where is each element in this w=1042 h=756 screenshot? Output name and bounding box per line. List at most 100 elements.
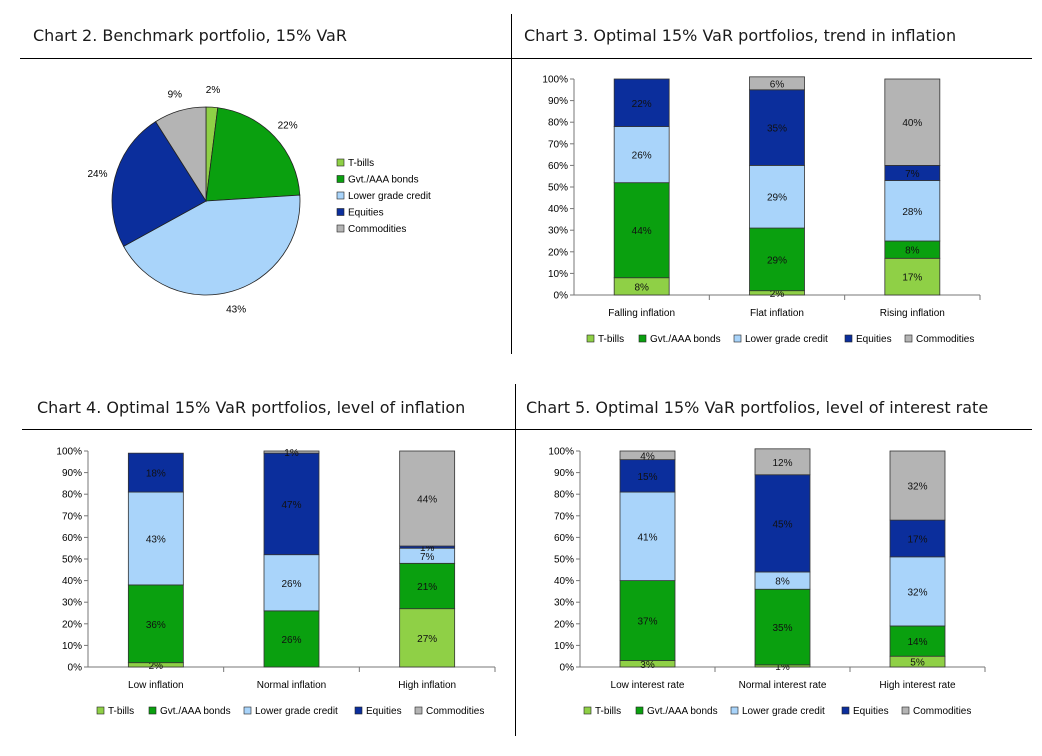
bar-value-label: 26% xyxy=(632,151,652,162)
bar-value-label: 3% xyxy=(640,660,655,671)
legend-label-gvt-aaa-bonds: Gvt./AAA bonds xyxy=(650,334,721,345)
bar-value-label: 36% xyxy=(146,620,166,631)
bar-value-label: 22% xyxy=(632,99,652,110)
bar-segment-equities xyxy=(127,452,184,493)
bar-value-label: 32% xyxy=(907,482,927,493)
bar-segment-equities xyxy=(263,452,320,556)
y-tick-label: 90% xyxy=(548,96,568,107)
chart-4-title: Chart 4. Optimal 15% VaR portfolios, lev… xyxy=(37,398,466,417)
bar-value-label: 28% xyxy=(902,207,922,218)
bar-segment-commodities xyxy=(399,450,456,547)
x-category-label: High interest rate xyxy=(879,680,956,691)
bar-value-label: 1% xyxy=(775,662,790,673)
bar-value-label: 32% xyxy=(907,587,927,598)
bar-segment-t-bills xyxy=(884,257,941,296)
bar-segment-lower-grade-credit xyxy=(619,491,676,582)
bar-segment-equities xyxy=(754,474,811,573)
bar-segment-commodities xyxy=(884,78,941,166)
bar-value-label: 27% xyxy=(417,634,437,645)
legend-label-commodities: Commodities xyxy=(916,334,974,345)
pie-slice-commodities xyxy=(155,106,207,203)
bar-segment-gvt-aaa-bonds xyxy=(399,562,456,610)
bar-value-label: 7% xyxy=(420,552,435,563)
chart-4-stacked-bar: 0% 10% 20% 30% 40% 50% 60% 70% 80% 90% 100% 2% 36% 43… xyxy=(56,447,496,717)
chart-2-pie: 2% 22% 43% 24% 9% T-bills Gvt./AAA bonds Lower … xyxy=(87,85,431,316)
bar-segment-lower-grade-credit xyxy=(884,180,941,242)
legend-swatch-t-bills xyxy=(583,706,592,715)
bar-segment-gvt-aaa-bonds xyxy=(613,182,670,279)
bar-value-label: 35% xyxy=(767,124,787,135)
legend-label-equities: Equities xyxy=(348,208,384,219)
chart-3-title-rule xyxy=(512,58,1032,59)
chart-3-title: Chart 3. Optimal 15% VaR portfolios, tre… xyxy=(524,26,957,45)
bar-value-label: 15% xyxy=(637,472,657,483)
legend-swatch-equities xyxy=(336,208,345,216)
bar-segment-equities xyxy=(613,78,670,127)
y-tick-label: 10% xyxy=(548,269,568,280)
pie-value-label: 43% xyxy=(226,305,246,316)
pie-slice-equities xyxy=(111,121,207,247)
legend-swatch-equities xyxy=(841,706,850,715)
y-tick-label: 70% xyxy=(554,511,574,522)
legend-swatch-gvt-aaa-bonds xyxy=(638,334,647,343)
chart-3-panel: Chart 3. Optimal 15% VaR portfolios, tre… xyxy=(0,0,1042,370)
legend-label-lower-grade-credit: Lower grade credit xyxy=(255,706,338,717)
bar-value-label: 44% xyxy=(632,226,652,237)
x-category-label: Low interest rate xyxy=(611,680,685,691)
divider-top-vertical xyxy=(511,14,512,354)
legend-swatch-lower-grade-credit xyxy=(243,706,252,715)
legend-label-lower-grade-credit: Lower grade credit xyxy=(742,706,825,717)
bar-value-label: 26% xyxy=(281,635,301,646)
legend-label-commodities: Commodities xyxy=(348,224,406,235)
legend-swatch-gvt-aaa-bonds xyxy=(148,706,157,715)
bar-segment-equities xyxy=(889,519,946,558)
bar-value-label: 43% xyxy=(146,535,166,546)
bar-segment-commodities xyxy=(263,450,320,454)
bar-value-label: 14% xyxy=(907,637,927,648)
legend-swatch-lower-grade-credit xyxy=(733,334,742,343)
bar-value-label: 2% xyxy=(770,289,785,300)
y-tick-label: 100% xyxy=(56,447,82,458)
x-category-label: Low inflation xyxy=(128,680,184,691)
bar-value-label: 35% xyxy=(772,623,792,634)
bar-segment-commodities xyxy=(749,76,805,91)
legend-swatch-equities xyxy=(354,706,363,715)
y-tick-label: 50% xyxy=(62,555,82,566)
y-tick-label: 30% xyxy=(62,598,82,609)
y-tick-label: 0% xyxy=(554,291,569,302)
bar-value-label: 41% xyxy=(637,532,657,543)
bar-value-label: 8% xyxy=(775,577,790,588)
y-tick-label: 70% xyxy=(62,511,82,522)
x-category-label: Normal inflation xyxy=(257,680,326,691)
chart-5-title: Chart 5. Optimal 15% VaR portfolios, lev… xyxy=(526,398,989,417)
y-tick-label: 50% xyxy=(554,555,574,566)
bar-segment-commodities xyxy=(889,450,946,521)
x-category-label: Flat inflation xyxy=(750,308,804,319)
legend-label-lower-grade-credit: Lower grade credit xyxy=(348,191,431,202)
bar-value-label: 1% xyxy=(284,448,299,459)
y-tick-label: 60% xyxy=(62,533,82,544)
y-tick-label: 40% xyxy=(62,576,82,587)
legend-swatch-lower-grade-credit xyxy=(336,191,345,200)
y-tick-label: 40% xyxy=(554,576,574,587)
bar-segment-commodities xyxy=(619,450,676,461)
divider-bottom-vertical xyxy=(515,384,516,736)
y-tick-label: 80% xyxy=(554,490,574,501)
legend-label-lower-grade-credit: Lower grade credit xyxy=(745,334,828,345)
bar-value-label: 29% xyxy=(767,255,787,266)
bar-value-label: 21% xyxy=(417,582,437,593)
y-tick-label: 70% xyxy=(548,139,568,150)
y-tick-label: 60% xyxy=(554,533,574,544)
y-tick-label: 50% xyxy=(548,183,568,194)
bar-value-label: 7% xyxy=(905,169,920,180)
bar-value-label: 45% xyxy=(772,519,792,530)
pie-value-label: 2% xyxy=(206,85,221,96)
bar-value-label: 18% xyxy=(146,469,166,480)
bar-value-label: 47% xyxy=(281,500,301,511)
bar-segment-gvt-aaa-bonds xyxy=(749,227,805,292)
y-tick-label: 60% xyxy=(548,161,568,172)
bar-segment-lower-grade-credit xyxy=(749,164,805,229)
x-category-label: Normal interest rate xyxy=(739,680,827,691)
legend-label-t-bills: T-bills xyxy=(108,706,134,717)
